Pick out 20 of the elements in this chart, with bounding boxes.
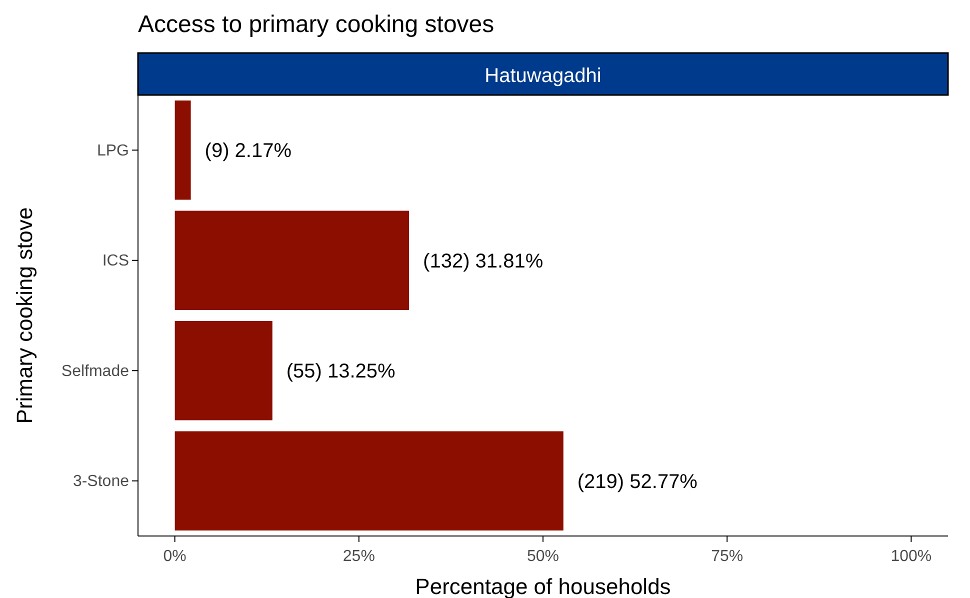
data-label: (132) 31.81% xyxy=(423,250,544,272)
bar xyxy=(174,431,564,530)
y-tick-label: ICS xyxy=(102,252,129,270)
y-axis-title: Primary cooking stove xyxy=(12,207,37,424)
x-tick-label: 25% xyxy=(342,548,375,565)
x-tick-label: 50% xyxy=(526,548,560,565)
chart-subtitle: Hatuwagadhi xyxy=(484,65,602,87)
y-tick-label: Selfmade xyxy=(61,362,130,380)
chart-title: Access to primary cooking stoves xyxy=(138,11,494,38)
x-tick-label: 100% xyxy=(890,548,932,565)
data-label: (219) 52.77% xyxy=(577,470,698,493)
data-label: (55) 13.25% xyxy=(286,360,396,383)
x-tick-label: 0% xyxy=(163,548,186,565)
y-tick-label: LPG xyxy=(96,142,129,160)
bar xyxy=(174,321,272,420)
bar xyxy=(174,210,410,310)
bar xyxy=(174,100,191,200)
y-tick-label: 3-Stone xyxy=(72,472,130,490)
x-tick-label: 75% xyxy=(711,548,744,565)
data-label: (9) 2.17% xyxy=(204,140,292,162)
